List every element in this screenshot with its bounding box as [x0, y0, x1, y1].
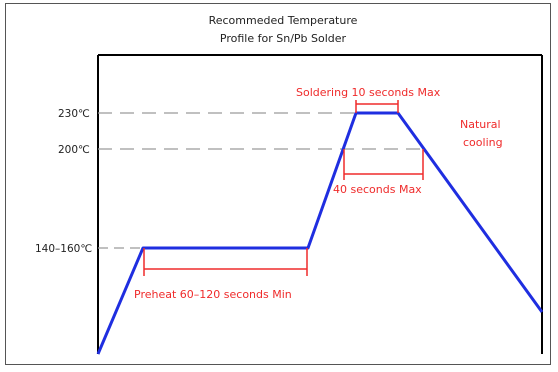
forty-seconds-label: 40 seconds Max: [333, 183, 422, 196]
preheat-label: Preheat 60–120 seconds Min: [134, 288, 292, 301]
natural-cooling-label-line2: cooling: [463, 136, 503, 149]
soldering-label: Soldering 10 seconds Max: [296, 86, 441, 99]
y-label-200: 200℃: [58, 144, 90, 156]
y-label-140-160: 140–160℃: [35, 243, 92, 255]
forty-seconds-bracket: [343, 149, 424, 180]
diagram-title-line2: Profile for Sn/Pb Solder: [220, 32, 347, 45]
temperature-profile-line: [96, 111, 544, 355]
natural-cooling-label-line1: Natural: [460, 118, 501, 131]
soldering-bracket: [355, 100, 399, 113]
diagram-frame: [5, 3, 551, 365]
preheat-bracket: [143, 248, 308, 276]
diagram-title-line1: Recommeded Temperature: [209, 14, 358, 27]
y-label-230: 230℃: [58, 108, 90, 120]
